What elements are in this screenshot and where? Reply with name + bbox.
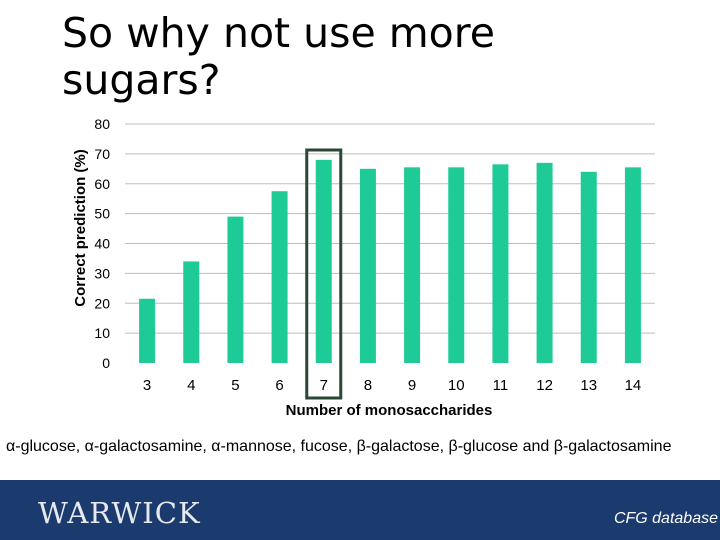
y-tick-label: 0 (102, 355, 110, 371)
x-tick-label: 12 (536, 377, 553, 394)
y-tick-label: 60 (94, 176, 110, 192)
bar-4 (183, 261, 200, 363)
bar-3 (139, 298, 156, 363)
x-tick-label: 8 (364, 377, 372, 394)
y-tick-label: 70 (94, 146, 110, 162)
x-tick-label: 7 (320, 377, 328, 394)
bar-13 (580, 171, 597, 363)
bar-14 (624, 167, 641, 363)
highlight-layer (305, 148, 343, 400)
slide-title: So why not use more sugars? (62, 9, 495, 104)
x-tick-label: 11 (493, 377, 509, 394)
bar-6 (271, 191, 288, 363)
x-tick-label: 13 (580, 377, 597, 394)
x-axis-label: Number of monosaccharides (286, 402, 493, 419)
bar-11 (492, 164, 509, 363)
x-tick-label: 5 (231, 377, 239, 394)
bar-chart: 0 10 20 30 40 50 60 70 80 3 4 5 6 7 8 9 10 11 12 13 14 Numb… (72, 116, 655, 419)
bar-7 (315, 159, 332, 363)
y-tick-label: 30 (94, 265, 110, 281)
x-tick-label: 3 (143, 377, 151, 394)
y-tick-label: 50 (94, 206, 110, 222)
highlight-box (305, 148, 343, 400)
x-tick-labels: 3 4 5 6 7 8 9 10 11 12 13 14 (143, 377, 641, 394)
caption: α-glucose, α-galactosamine, α-mannose, f… (6, 438, 672, 455)
bar-5 (227, 216, 244, 363)
y-tick-label: 10 (94, 325, 110, 341)
y-axis-label: Correct prediction (%) (72, 149, 89, 307)
y-tick-label: 40 (94, 236, 110, 252)
x-tick-label: 4 (187, 377, 195, 394)
bar-9 (404, 167, 421, 363)
x-tick-label: 6 (275, 377, 283, 394)
y-tick-label: 80 (94, 116, 110, 132)
y-tick-label: 20 (94, 295, 110, 311)
bar-8 (359, 168, 376, 363)
bar-12 (536, 162, 553, 363)
x-tick-label: 10 (448, 377, 465, 394)
footer-bar: WARWICK CFG database (0, 480, 720, 540)
gridlines (125, 123, 655, 334)
x-tick-label: 9 (408, 377, 416, 394)
x-tick-label: 14 (625, 377, 642, 394)
bars (139, 159, 641, 363)
source-label: CFG database (613, 510, 718, 527)
warwick-logo: WARWICK (38, 496, 201, 530)
y-tick-labels: 0 10 20 30 40 50 60 70 80 (94, 116, 110, 371)
bar-10 (448, 167, 465, 363)
